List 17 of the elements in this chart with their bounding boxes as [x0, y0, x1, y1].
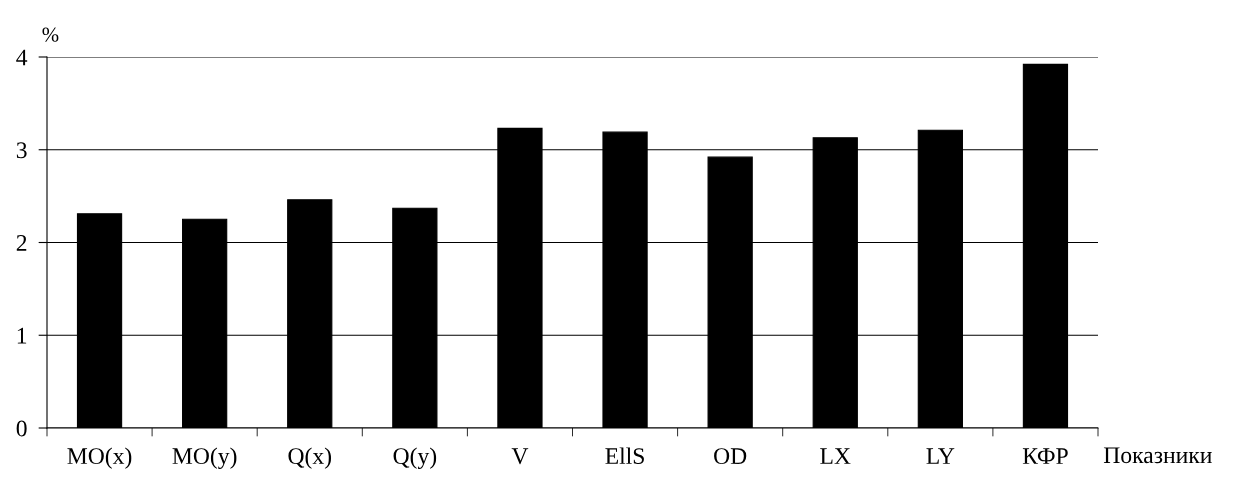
- y-tick-label: 3: [16, 142, 27, 159]
- x-tick-label: КФР: [1022, 448, 1068, 464]
- y-tick-label: 0: [16, 420, 27, 437]
- y-axis-title: %: [42, 27, 59, 42]
- y-tick-label: 1: [17, 327, 27, 344]
- y-tick-label: 4: [16, 49, 28, 66]
- x-tick-label: Q(y): [393, 447, 437, 469]
- x-tick-label: LY: [926, 448, 955, 464]
- x-tick-label: Q(x): [288, 447, 331, 469]
- x-tick-label: V: [511, 448, 529, 465]
- x-axis-title: Показники: [1103, 447, 1212, 464]
- x-tick-label: MO(x): [67, 447, 132, 469]
- x-tick-label: EllS: [605, 447, 644, 465]
- x-tick-label: OD: [714, 448, 747, 465]
- x-tick-label: MO(y): [172, 447, 237, 469]
- y-tick-label: 2: [16, 235, 27, 251]
- x-tick-label: LX: [820, 448, 851, 464]
